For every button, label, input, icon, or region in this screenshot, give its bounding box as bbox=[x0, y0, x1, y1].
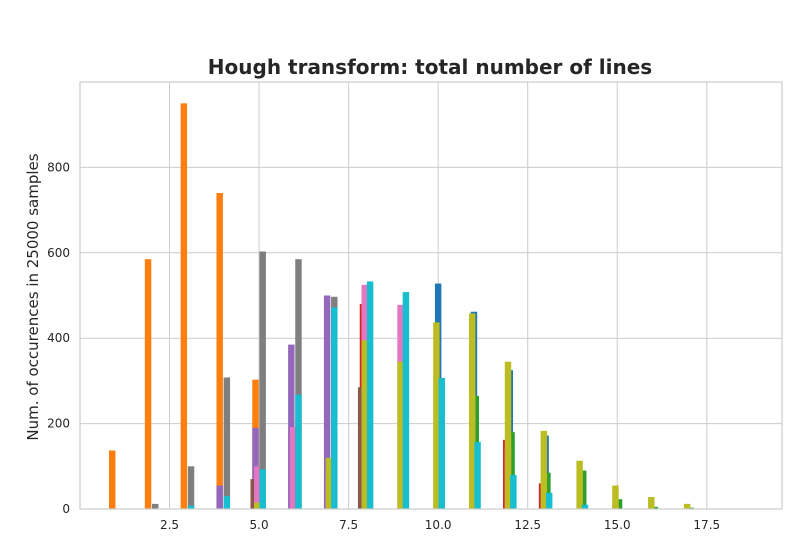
x-tick-label: 2.5 bbox=[160, 518, 179, 532]
bar bbox=[468, 313, 476, 509]
bar bbox=[366, 281, 374, 509]
bar bbox=[109, 450, 116, 509]
y-tick-label: 200 bbox=[47, 417, 70, 431]
y-tick-label: 0 bbox=[62, 502, 70, 516]
grid-lines bbox=[80, 82, 782, 510]
bar bbox=[545, 492, 553, 509]
x-tick-label: 10.0 bbox=[425, 518, 452, 532]
y-tick-label: 600 bbox=[47, 246, 70, 260]
bar bbox=[187, 466, 195, 509]
bar bbox=[576, 460, 583, 509]
bar bbox=[331, 307, 338, 509]
bar bbox=[361, 340, 368, 509]
bar bbox=[259, 469, 266, 509]
bar bbox=[508, 432, 515, 509]
bar bbox=[540, 430, 548, 509]
plot-frame bbox=[79, 81, 783, 510]
bar bbox=[510, 474, 517, 509]
x-tick-label: 12.5 bbox=[514, 518, 541, 532]
bar bbox=[687, 507, 694, 509]
x-tick-label: 15.0 bbox=[604, 518, 631, 532]
bar bbox=[254, 466, 261, 509]
bar bbox=[216, 485, 223, 509]
x-tick-label: 17.5 bbox=[693, 518, 720, 532]
bar bbox=[187, 505, 195, 509]
bar bbox=[579, 470, 587, 509]
bar bbox=[259, 251, 266, 510]
bar bbox=[474, 441, 481, 509]
bar bbox=[180, 103, 188, 509]
bars bbox=[109, 103, 694, 510]
bar bbox=[295, 259, 302, 509]
bar bbox=[402, 292, 410, 509]
bar bbox=[250, 479, 257, 509]
bar bbox=[223, 377, 231, 509]
tick-labels: 2.5 5.0 7.5 10.0 12.5 15.0 17.5 0 200 400 600 800 bbox=[47, 160, 720, 532]
bar bbox=[504, 361, 512, 509]
chart-title: Hough transform: total number of lines bbox=[208, 55, 652, 79]
bar bbox=[438, 377, 445, 509]
bar bbox=[325, 457, 333, 509]
bar bbox=[216, 193, 223, 509]
bar bbox=[151, 503, 159, 509]
bar bbox=[288, 344, 295, 509]
bar bbox=[223, 496, 231, 509]
bar bbox=[544, 472, 551, 509]
bar bbox=[615, 499, 623, 509]
bar bbox=[433, 322, 440, 509]
bar bbox=[651, 506, 659, 509]
bar bbox=[683, 503, 691, 509]
bar bbox=[289, 427, 297, 509]
bar bbox=[612, 485, 619, 509]
y-tick-label: 800 bbox=[47, 160, 70, 174]
bar bbox=[357, 387, 365, 509]
x-tick-label: 5.0 bbox=[250, 518, 269, 532]
x-tick-label: 7.5 bbox=[339, 518, 358, 532]
bar bbox=[397, 361, 404, 509]
bar bbox=[581, 504, 589, 509]
y-tick-label: 400 bbox=[47, 331, 70, 345]
bar bbox=[254, 502, 261, 509]
bar bbox=[295, 394, 302, 509]
bar bbox=[144, 259, 152, 509]
bar bbox=[323, 295, 331, 509]
bar bbox=[648, 497, 655, 509]
y-axis-label: Num. of occurences in 25000 samples bbox=[24, 153, 42, 440]
